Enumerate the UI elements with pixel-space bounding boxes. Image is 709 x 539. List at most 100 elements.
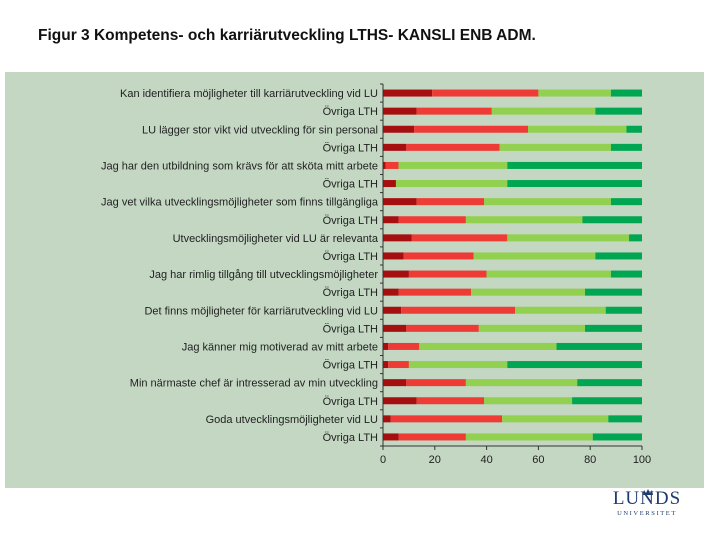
chart-panel: 0 20 40 60 80 100 Kan identifiera möjligheter…	[5, 72, 704, 488]
chart-title: Figur 3 Kompetens- och karriärutveckling…	[38, 27, 536, 44]
bar-segment-red	[403, 252, 474, 260]
bar-segment-red	[408, 270, 487, 278]
category-label: Jag vet vilka utvecklingsmöjligheter som…	[101, 197, 379, 209]
bar-segment-light_green	[395, 180, 508, 188]
bar-segment-green	[610, 198, 642, 206]
category-label: Goda utvecklingsmöjligheter vid LU	[206, 414, 378, 426]
category-label: Övriga LTH	[323, 179, 378, 191]
bar-segment-green	[556, 342, 642, 350]
bar-segment-light_green	[465, 433, 593, 441]
bar-segment-dark_red	[383, 234, 412, 242]
bar-segment-red	[398, 288, 472, 296]
category-label: Min närmaste chef är intresserad av min …	[130, 378, 378, 390]
bar-segment-red	[406, 324, 479, 332]
bar-segment-red	[398, 216, 466, 224]
bar-segment-dark_red	[383, 161, 386, 169]
bar-segment-red	[406, 143, 500, 151]
bar-segment-light_green	[486, 270, 611, 278]
bar-segment-dark_red	[383, 180, 396, 188]
bar-segment-dark_red	[383, 270, 409, 278]
bar-segment-dark_red	[383, 342, 389, 350]
category-label: Övriga LTH	[323, 106, 378, 118]
bar-segment-light_green	[538, 89, 611, 97]
bar-segment-dark_red	[383, 415, 391, 423]
category-label: LU lägger stor vikt vid utveckling för s…	[142, 124, 378, 136]
bar-segment-green	[629, 234, 642, 242]
bar-segment-green	[582, 216, 642, 224]
bar-segment-red	[416, 198, 485, 206]
bar-segment-dark_red	[383, 379, 407, 387]
bar-segment-red	[414, 125, 529, 133]
category-label: Jag känner mig motiverad av mitt arbete	[182, 341, 378, 353]
bar-segment-green	[610, 89, 642, 97]
category-label: Övriga LTH	[323, 287, 378, 299]
bar-segment-green	[507, 180, 642, 188]
bar-segment-light_green	[408, 361, 508, 369]
category-label: Övriga LTH	[323, 396, 378, 408]
bar-segment-green	[626, 125, 642, 133]
bar-segment-dark_red	[383, 288, 399, 296]
bar-segment-dark_red	[383, 397, 417, 405]
bar-segment-red	[411, 234, 508, 242]
bar-segment-light_green	[484, 198, 611, 206]
bar-segment-light_green	[419, 342, 557, 350]
bar-segment-dark_red	[383, 125, 415, 133]
bar-segment-green	[507, 361, 642, 369]
bar-segment-dark_red	[383, 324, 407, 332]
category-label: Jag har rimlig tillgång till utvecklings…	[149, 269, 378, 281]
bar-segment-green	[610, 270, 642, 278]
category-label: Utvecklingsmöjligheter vid LU är relevan…	[173, 233, 379, 245]
category-label: Kan identifiera möjligheter till karriär…	[120, 88, 378, 100]
bar-segment-green	[592, 433, 642, 441]
bar-segment-light_green	[398, 161, 508, 169]
logo-subtitle: UNIVERSITET	[617, 510, 677, 517]
bar-segment-red	[398, 433, 466, 441]
bar-segment-green	[595, 252, 642, 260]
bar-segment-light_green	[502, 415, 609, 423]
bar-segment-light_green	[491, 107, 596, 115]
bar-segment-light_green	[499, 143, 611, 151]
stacked-bar-chart: 0 20 40 60 80 100 Kan identifiera möjligheter…	[101, 83, 651, 466]
bar-segment-light_green	[484, 397, 573, 405]
bar-segment-dark_red	[383, 198, 417, 206]
bar-segment-red	[388, 342, 420, 350]
bar-segment-light_green	[528, 125, 627, 133]
bar-segment-light_green	[515, 306, 606, 314]
x-tick-label: 60	[532, 454, 544, 466]
bar-segment-dark_red	[383, 89, 433, 97]
bar-segment-dark_red	[383, 433, 399, 441]
bar-segment-green	[605, 306, 642, 314]
bar-segment-green	[610, 143, 642, 151]
category-label: Det finns möjligheter för karriärutveckl…	[144, 305, 378, 317]
x-tick-label: 20	[429, 454, 441, 466]
bar-segment-red	[416, 397, 485, 405]
x-tick-label: 40	[480, 454, 492, 466]
x-tick-label: 0	[380, 454, 386, 466]
bar-segment-green	[507, 161, 642, 169]
category-label: Övriga LTH	[323, 432, 378, 444]
university-logo: LUNDS UNIVERSITET	[612, 488, 682, 518]
bar-segment-light_green	[478, 324, 586, 332]
bar-segment-light_green	[465, 379, 578, 387]
bar-segment-red	[385, 161, 399, 169]
category-label: Övriga LTH	[323, 251, 378, 263]
bar-segment-light_green	[473, 252, 596, 260]
category-label: Övriga LTH	[323, 360, 378, 372]
category-label: Övriga LTH	[323, 215, 378, 227]
bar-segment-green	[595, 107, 642, 115]
bar-segment-red	[406, 379, 466, 387]
bar-segment-green	[585, 324, 642, 332]
bar-segment-light_green	[471, 288, 586, 296]
category-label: Övriga LTH	[323, 142, 378, 154]
bar-segment-red	[388, 361, 409, 369]
x-tick-label: 100	[633, 454, 651, 466]
bar-segment-dark_red	[383, 361, 389, 369]
bar-segment-red	[416, 107, 492, 115]
bar-segment-dark_red	[383, 107, 417, 115]
bar-segment-red	[390, 415, 503, 423]
x-tick-label: 80	[584, 454, 596, 466]
bar-segment-dark_red	[383, 252, 404, 260]
category-label: Jag har den utbildning som krävs för att…	[101, 160, 378, 172]
bar-segment-green	[577, 379, 642, 387]
university-crest-icon	[643, 489, 653, 495]
